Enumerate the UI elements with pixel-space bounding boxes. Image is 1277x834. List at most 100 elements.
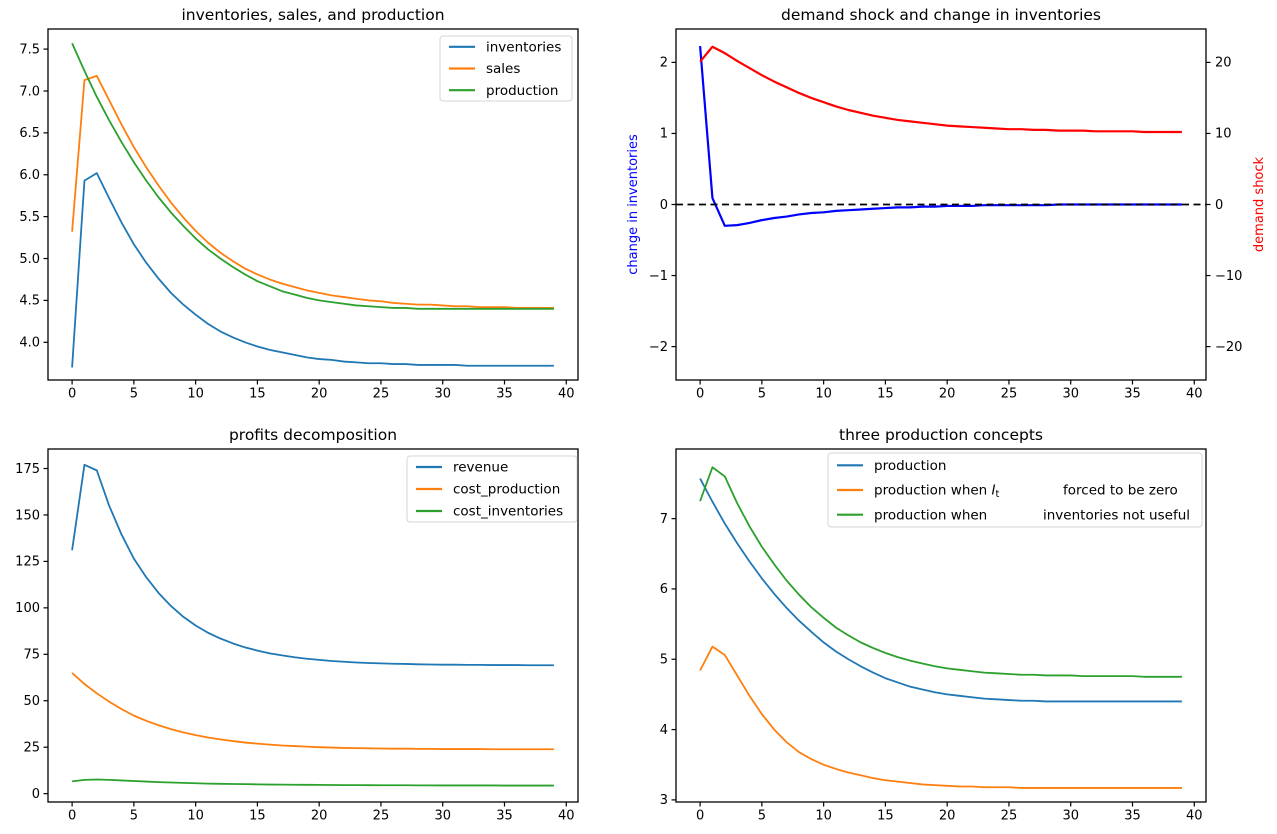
y-tick-label: 2 <box>660 56 668 71</box>
legend: inventories sales production <box>439 35 573 102</box>
x-tick-label: 5 <box>758 809 766 824</box>
x-tick-label: 10 <box>815 809 832 824</box>
legend-box <box>827 452 1203 528</box>
x-tick-label: 0 <box>68 387 76 402</box>
line-demand-shock <box>699 45 1182 134</box>
y-tick-label: 0 <box>32 787 40 802</box>
x-tick-label: 40 <box>558 809 575 824</box>
x-tick-label: 5 <box>758 387 766 402</box>
x-tick-label: 30 <box>434 809 451 824</box>
y-tick-label: 150 <box>15 508 40 523</box>
y-tick-label: 6 <box>660 582 668 597</box>
x-tick-label: 20 <box>311 387 328 402</box>
x-tick-label: 40 <box>1186 809 1203 824</box>
y2-tick-label: 0 <box>1215 198 1223 213</box>
chart-title-three-production-concepts: three production concepts <box>839 426 1043 444</box>
x-tick-label: 20 <box>939 387 956 402</box>
y2-tick-label: 10 <box>1215 127 1232 142</box>
y-tick-label: 100 <box>15 601 40 616</box>
x-tick-label: 30 <box>1062 809 1079 824</box>
line-sales <box>71 75 554 309</box>
y2-tick-label: −20 <box>1215 340 1242 355</box>
y-tick-label: 7.5 <box>19 42 40 57</box>
axes-frame <box>675 28 1207 381</box>
legend-label-revenue: revenue <box>453 460 508 476</box>
line-revenue <box>71 463 554 667</box>
y-tick-label: 4.5 <box>19 294 40 309</box>
line-production-when-it-forced-to-be-zero <box>699 645 1182 789</box>
axes-frame <box>47 448 579 803</box>
x-tick-label: 0 <box>696 387 704 402</box>
x-tick-label: 10 <box>187 387 204 402</box>
y-tick-label: 75 <box>23 648 40 663</box>
legend-box <box>439 35 573 102</box>
y-tick-label: 175 <box>15 462 40 477</box>
x-tick-label: 15 <box>877 387 894 402</box>
x-tick-label: 35 <box>496 809 513 824</box>
x-tick-label: 15 <box>249 387 266 402</box>
y-axis-label: change in inventories <box>626 134 641 275</box>
x-tick-label: 15 <box>877 809 894 824</box>
y-tick-label: 3 <box>660 793 668 808</box>
legend-label-cost-production: cost_production <box>453 482 560 498</box>
legend-label-production: production <box>874 458 947 474</box>
x-tick-label: 25 <box>1001 387 1018 402</box>
x-tick-label: 0 <box>696 809 704 824</box>
line-cost-inventories <box>71 778 554 787</box>
x-tick-label: 25 <box>1001 809 1018 824</box>
y-tick-label: 5.0 <box>19 252 40 267</box>
x-tick-label: 20 <box>939 809 956 824</box>
chart-title-profits-decomposition: profits decomposition <box>228 426 398 444</box>
y-tick-label: 5.5 <box>19 210 40 225</box>
x-tick-label: 5 <box>130 387 138 402</box>
x-tick-label: 5 <box>130 809 138 824</box>
x-tick-label: 30 <box>1062 387 1079 402</box>
line-production <box>699 478 1182 703</box>
subplot-three-production-concepts: 0 5 10 15 20 25 30 35 40 3 4 5 6 7 production productio… <box>660 448 1207 824</box>
x-tick-label: 40 <box>558 387 575 402</box>
y-tick-label: 50 <box>23 694 40 709</box>
y-tick-label: 4 <box>660 723 668 738</box>
x-tick-label: 25 <box>373 809 390 824</box>
legend-label-tail-forced-to-be-zero: forced to be zero <box>1063 483 1178 499</box>
legend-box <box>406 455 578 523</box>
legend-label-inventories: inventories <box>486 39 561 55</box>
y-tick-label: 25 <box>23 740 40 755</box>
legend-label-cost-inventories: cost_inventories <box>453 504 563 520</box>
y-tick-label: 7 <box>660 512 668 527</box>
y2-tick-label: 20 <box>1215 56 1232 71</box>
y-tick-label: 125 <box>15 555 40 570</box>
legend-label-sales: sales <box>486 61 520 77</box>
y-tick-label: 4.0 <box>19 336 40 351</box>
legend-label-tail-inventories-not-useful: inventories not useful <box>1043 507 1190 523</box>
y-tick-label: 1 <box>660 127 668 142</box>
y-tick-label: 0 <box>660 198 668 213</box>
x-tick-label: 10 <box>187 809 204 824</box>
x-tick-label: 30 <box>434 387 451 402</box>
y-tick-label: 6.0 <box>19 168 40 183</box>
subplot-inventories-sales-production: 0 5 10 15 20 25 30 35 40 4.0 4.5 5.0 5.5 6.0 6.5 7.0 7.5… <box>19 28 579 402</box>
line-production <box>71 42 554 310</box>
y-tick-label: 5 <box>660 653 668 668</box>
x-tick-label: 15 <box>249 809 266 824</box>
subplot-demand-shock-and-change-in-inventories: 0 5 10 15 20 25 30 35 40−2−1012−20−1001020change… <box>626 28 1267 402</box>
x-tick-label: 0 <box>68 809 76 824</box>
line-change-in-inventories <box>698 45 1182 227</box>
axes-frame <box>675 448 1207 803</box>
subplot-profits-decomposition: 0 5 10 15 20 25 30 35 40 0 25 50 75 100 125 150 175 reven… <box>15 448 579 824</box>
x-tick-label: 35 <box>1124 809 1141 824</box>
x-tick-label: 35 <box>496 387 513 402</box>
x-tick-label: 40 <box>1186 387 1203 402</box>
y2-tick-label: −10 <box>1215 269 1242 284</box>
legend-label-production-when: production when <box>874 507 987 523</box>
line-production-when-inventories-not-useful <box>699 466 1182 678</box>
legend: revenue cost_production cost_inventories <box>406 455 578 523</box>
x-tick-label: 25 <box>373 387 390 402</box>
y-tick-label: −2 <box>649 340 668 355</box>
chart-title-demand-shock: demand shock and change in inventories <box>781 6 1101 24</box>
line-cost-production <box>71 672 554 751</box>
legend-label-production: production <box>486 83 559 99</box>
chart-title-inventories-sales-production: inventories, sales, and production <box>181 6 445 24</box>
